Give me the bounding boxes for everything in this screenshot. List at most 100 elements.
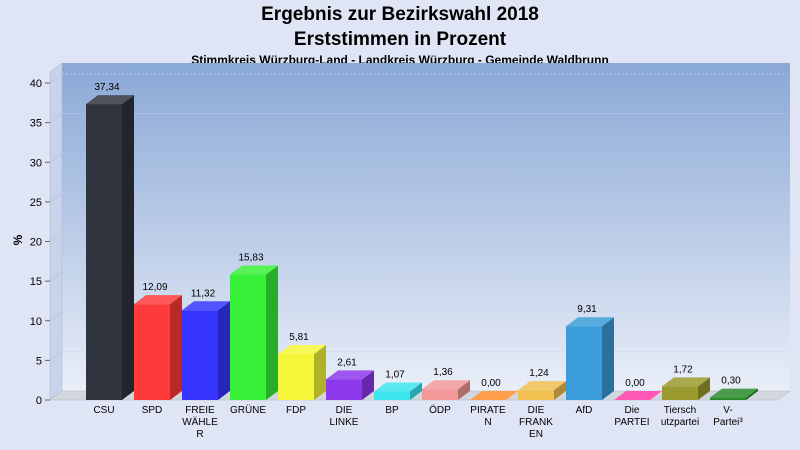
bar-front [86, 104, 122, 400]
bar [230, 265, 278, 400]
bar-side [218, 301, 230, 400]
gridline-depth [49, 192, 63, 203]
bar-side [698, 377, 710, 400]
x-tick-label: BP [385, 405, 399, 416]
bar-front [374, 391, 410, 400]
bar-side [554, 381, 566, 400]
bar-front [230, 274, 266, 400]
y-tick-label: 30 [30, 157, 42, 169]
bar-side [266, 265, 278, 400]
bar-side [746, 388, 758, 400]
bar-value-label: 12,09 [142, 282, 167, 293]
bar-top [278, 344, 326, 354]
bar-top [518, 381, 566, 391]
bar-value-label: 5,81 [289, 332, 309, 343]
bar-top [662, 377, 710, 387]
gridline-depth [49, 351, 63, 361]
bar-front [566, 326, 602, 400]
bar [86, 95, 134, 400]
bar-front [326, 379, 362, 400]
x-tick-label: CSU [93, 405, 114, 416]
x-tick-label: AfD [576, 405, 593, 416]
chart-title: Ergebnis zur Bezirkswahl 2018 [261, 4, 539, 25]
bar-side [410, 382, 422, 400]
bar-front [710, 397, 746, 400]
bar-value-label: 1,72 [673, 364, 693, 375]
bar-side [458, 380, 470, 400]
bar-front [278, 353, 314, 400]
bar-top [422, 380, 470, 390]
bar [614, 391, 662, 400]
bar [470, 391, 518, 400]
y-tick-label: 0 [36, 395, 42, 407]
bar-top [230, 265, 278, 275]
bar-top [326, 370, 374, 380]
bar-front [182, 310, 218, 400]
x-tick-label: ÖDP [429, 404, 451, 416]
chart-subtitle: Erststimmen in Prozent [293, 29, 507, 50]
bar [278, 344, 326, 400]
bar-side [602, 317, 614, 400]
x-tick-label: DIE FRANK EN [519, 405, 553, 440]
bar [710, 388, 758, 400]
bar-value-label: 37,34 [94, 82, 119, 93]
x-tick-label: FDP [286, 405, 306, 416]
bar [326, 370, 374, 400]
bar-side [314, 344, 326, 400]
y-tick-label: 35 [30, 118, 42, 130]
bar-value-label: 11,32 [191, 288, 216, 299]
y-tick-label: 25 [30, 197, 42, 209]
gridline-depth [49, 113, 63, 123]
y-axis-label: % [11, 234, 25, 245]
bar-value-label: 2,61 [337, 357, 357, 368]
bar [566, 317, 614, 400]
y-tick-label: 10 [30, 316, 42, 328]
bar-top [374, 382, 422, 392]
bar-front [662, 386, 698, 400]
bar-top [470, 391, 518, 400]
bar-value-label: 15,83 [238, 253, 263, 264]
bar-value-label: 1,24 [529, 368, 549, 379]
bar-top [182, 301, 230, 311]
bar-front [134, 304, 170, 400]
x-tick-label: Die PARTEI [614, 405, 649, 428]
x-tick-label: PIRATE N [470, 405, 506, 428]
gridline-depth [49, 153, 63, 163]
bar-front [422, 389, 458, 400]
bar-value-label: 1,36 [433, 367, 453, 378]
x-tick-label: SPD [142, 405, 163, 416]
bar-value-label: 0,30 [721, 376, 741, 387]
bar-top [86, 95, 134, 105]
x-tick-label: Tiersch utzpartei [661, 405, 699, 428]
x-tick-label: FREIE WÄHLE R [182, 405, 218, 440]
x-tick-label: DIE LINKE [330, 405, 359, 428]
bar [134, 295, 182, 400]
gridline-depth [49, 311, 63, 321]
gridline-depth [49, 73, 63, 84]
bar [374, 382, 422, 400]
bar-value-label: 9,31 [577, 304, 597, 315]
bar-side [362, 370, 374, 400]
bar-top [710, 388, 758, 398]
y-tick-label: 40 [30, 78, 42, 90]
gridline-depth [49, 232, 63, 242]
bar [182, 301, 230, 400]
bar-side [122, 95, 134, 400]
y-tick-label: 20 [30, 237, 42, 249]
bar-value-label: 0,00 [625, 378, 645, 389]
bar-side [170, 295, 182, 400]
bar-value-label: 0,00 [481, 378, 501, 389]
y-tick-label: 15 [30, 276, 42, 288]
bar-top [614, 391, 662, 400]
bar [422, 380, 470, 400]
bar-top [134, 295, 182, 305]
x-tick-label: V-Partei³ [713, 405, 743, 428]
gridline-depth [49, 271, 63, 282]
bar-value-label: 1,07 [385, 370, 405, 381]
plot-left-wall [49, 62, 63, 401]
bar-front [518, 390, 554, 400]
bar-top [566, 317, 614, 327]
y-tick-label: 5 [36, 355, 42, 367]
x-tick-label: GRÜNE [230, 404, 266, 416]
